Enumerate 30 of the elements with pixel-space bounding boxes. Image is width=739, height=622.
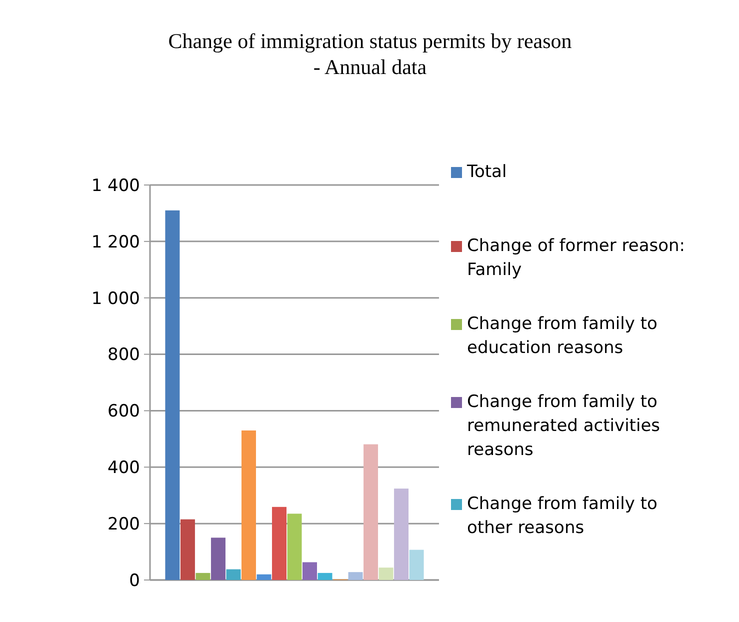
y-tick-label: 400 — [108, 458, 140, 478]
y-tick-label: 1 000 — [91, 288, 140, 309]
legend-label: Change from family to remunerated activities reasons — [467, 392, 660, 460]
bar — [272, 506, 286, 580]
y-tick-label: 1 400 — [91, 176, 140, 196]
y-tick-label: 1 200 — [91, 232, 140, 252]
bar — [287, 514, 302, 580]
y-tick-label: 0 — [129, 570, 140, 591]
bar — [348, 572, 363, 580]
bar — [378, 568, 394, 580]
bar — [210, 538, 226, 580]
bar — [165, 210, 180, 580]
bar — [226, 569, 241, 580]
y-tick-label: 800 — [108, 345, 140, 366]
bar — [180, 519, 195, 580]
bar — [241, 430, 256, 580]
bar — [318, 572, 332, 580]
y-tick-label: 600 — [108, 402, 140, 422]
legend-label: Change from family to education reasons — [467, 314, 658, 358]
chart-title: Change of immigration status permits by reason - Annual data — [168, 29, 572, 79]
bar — [302, 562, 317, 580]
y-tick-label: 200 — [108, 514, 140, 535]
bar — [409, 550, 424, 580]
bar — [256, 574, 272, 580]
legend-label: Change from family to other reasons — [467, 494, 658, 538]
legend-label: Change of former reason: Family — [467, 236, 686, 280]
bar — [394, 488, 409, 580]
bar — [364, 444, 378, 580]
legend-label: Total — [466, 162, 507, 182]
bar — [196, 572, 210, 580]
